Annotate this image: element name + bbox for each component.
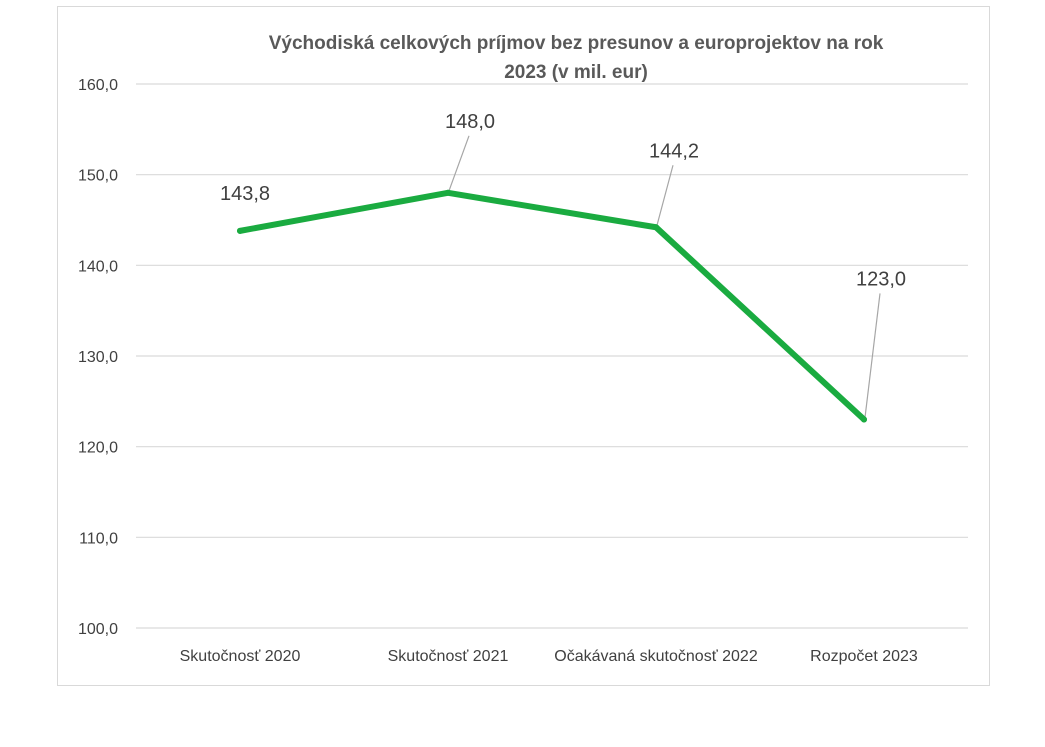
y-tick-label: 160,0	[78, 77, 118, 94]
gridlines	[136, 83, 968, 629]
y-tick-label: 110,0	[79, 530, 118, 547]
x-category-label: Skutočnosť 2020	[180, 648, 301, 665]
y-tick-label: 150,0	[78, 168, 118, 185]
data-label: 144,2	[649, 140, 699, 162]
y-tick-label: 100,0	[78, 621, 118, 638]
x-category-label: Očakávaná skutočnosť 2022	[554, 648, 758, 665]
leader-line	[448, 135, 470, 192]
data-label: 143,8	[220, 183, 270, 205]
data-labels: 143,8 148,0 144,2 123,0	[220, 111, 906, 291]
chart-frame	[57, 6, 990, 686]
data-point	[861, 416, 867, 423]
data-label-leader-lines	[448, 135, 881, 418]
x-axis-category-labels: Skutočnosť 2020 Skutočnosť 2021 Očakávaná …	[180, 648, 918, 665]
leader-line	[864, 293, 881, 418]
data-point	[445, 189, 451, 196]
data-label: 148,0	[445, 111, 495, 133]
data-point	[237, 227, 243, 234]
y-tick-label: 140,0	[78, 258, 118, 275]
data-point	[653, 224, 659, 231]
chart-title-line-2: 2023 (v mil. eur)	[504, 62, 648, 83]
data-label: 123,0	[856, 268, 906, 290]
y-tick-label: 130,0	[78, 349, 118, 366]
series-line	[237, 189, 867, 423]
y-tick-label: 120,0	[78, 440, 118, 457]
x-category-label: Rozpočet 2023	[810, 648, 918, 665]
chart-title-line-1: Východiská celkových príjmov bez presuno…	[269, 33, 884, 54]
chart-title: Východiská celkových príjmov bez presuno…	[269, 33, 884, 83]
x-category-label: Skutočnosť 2021	[388, 648, 509, 665]
series-line	[237, 189, 867, 423]
y-axis-tick-labels: 100,0 110,0 120,0 130,0 140,0 150,0 160,0	[78, 77, 118, 638]
leader-line	[656, 165, 674, 226]
